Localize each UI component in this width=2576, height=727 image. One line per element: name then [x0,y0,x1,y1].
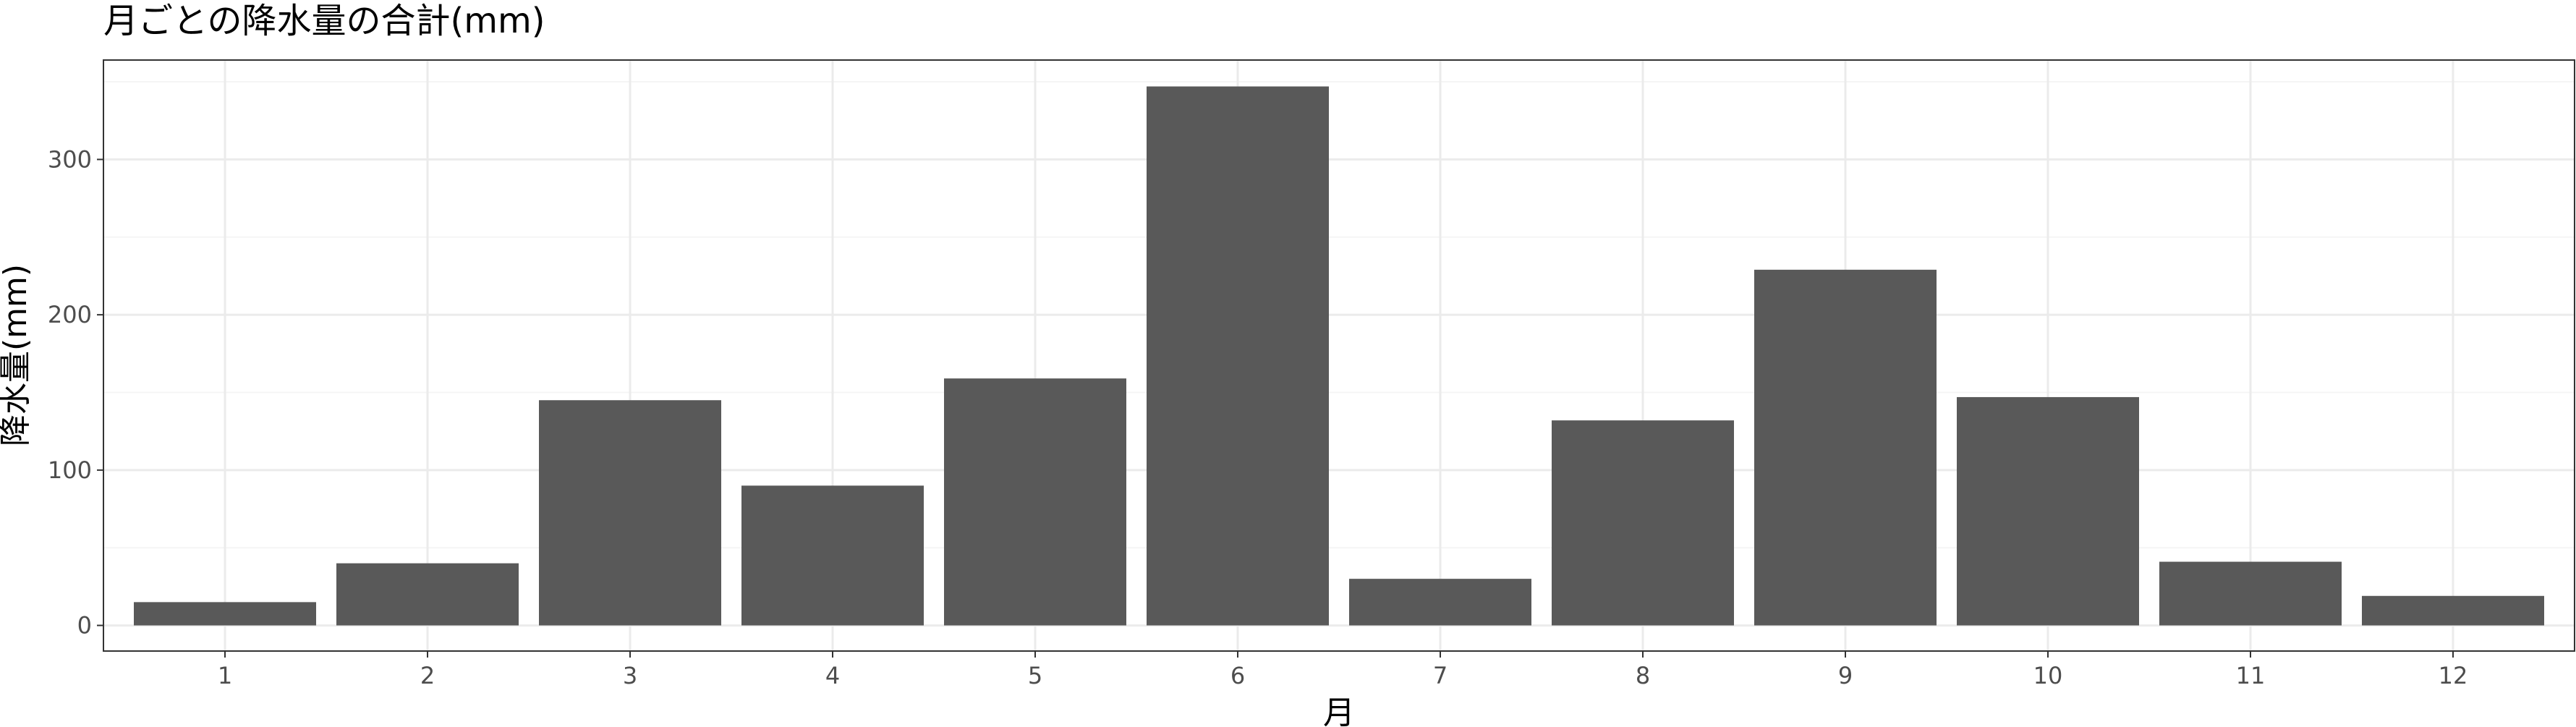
x-tick-label: 4 [825,662,840,689]
bar-2 [336,563,519,626]
bars [134,86,2544,626]
y-tick-label: 200 [48,301,92,328]
x-axis-title: 月 [1323,694,1355,727]
bar-7 [1349,579,1531,626]
bar-9 [1754,269,1937,626]
bar-1 [134,602,316,626]
bar-8 [1552,420,1734,626]
bar-5 [944,378,1126,626]
x-tick-label: 7 [1433,662,1448,689]
x-tick-label: 6 [1230,662,1245,689]
y-tick-label: 300 [48,145,92,173]
y-axis-title: 降水量(mm) [0,264,34,446]
x-axis: 1 2 3 4 5 6 7 8 9 10 11 12 [218,651,2468,689]
x-tick-label: 1 [218,662,232,689]
bar-4 [741,485,924,626]
x-tick-label: 11 [2236,662,2266,689]
bar-10 [1957,396,2139,626]
chart-title: 月ごとの降水量の合計(mm) [103,1,545,41]
x-tick-label: 8 [1636,662,1650,689]
y-axis: 0 100 200 300 [48,145,103,639]
bar-6 [1147,86,1329,626]
x-tick-label: 2 [420,662,435,689]
x-tick-label: 12 [2439,662,2468,689]
bar-3 [539,400,721,626]
x-tick-label: 10 [2033,662,2063,689]
x-tick-label: 5 [1028,662,1042,689]
x-tick-label: 9 [1838,662,1853,689]
bar-11 [2159,561,2342,626]
y-tick-label: 0 [77,612,92,639]
bar-12 [2362,595,2544,626]
panel-border [103,59,2575,652]
y-tick-label: 100 [48,456,92,484]
x-tick-label: 3 [623,662,637,689]
